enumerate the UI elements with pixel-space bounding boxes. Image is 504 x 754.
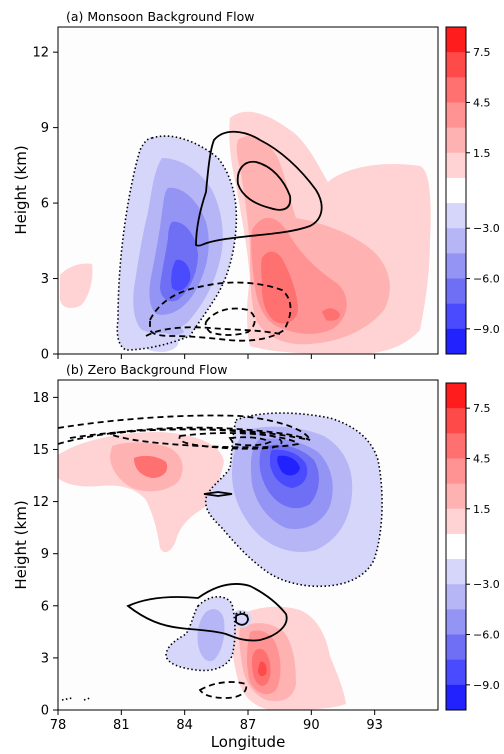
- panel-b-ylabel: Height (km): [12, 500, 30, 589]
- y-tick-label: 0: [41, 348, 49, 363]
- y-tick-label: 3: [41, 272, 49, 287]
- panel-a-positive-anomaly: [60, 111, 431, 354]
- x-tick-label: 87: [240, 718, 257, 733]
- colorbar-tick-label: 7.5: [473, 402, 491, 415]
- colorbar-band: [446, 584, 466, 610]
- y-tick-label: 9: [41, 547, 49, 562]
- panel-b: (b) Zero Background Flow: [12, 362, 500, 751]
- y-tick-label: 0: [41, 704, 49, 719]
- panel-a: (a) Monsoon Background Flow: [12, 9, 500, 363]
- y-tick-label: 12: [32, 46, 49, 61]
- colorbar-band: [446, 659, 466, 686]
- colorbar-band: [446, 278, 466, 305]
- panel-b-dashed-contours: [58, 414, 311, 699]
- colorbar-band: [446, 508, 466, 535]
- panel-b-ticks: 78 81 84 87 90 93 0 3 6 9 12 15 18: [32, 391, 382, 733]
- panel-b-negative-anomaly-lower: [166, 596, 252, 671]
- colorbar-tick-label: 4.5: [473, 452, 491, 465]
- x-tick-label: 84: [176, 718, 193, 733]
- colorbar-band: [446, 328, 466, 355]
- panel-a-ylabel: Height (km): [12, 145, 30, 234]
- colorbar-frame: [445, 26, 467, 355]
- colorbar-band: [446, 533, 466, 560]
- colorbar-band: [446, 483, 466, 510]
- panel-b-positive-anomaly-lower: [231, 606, 346, 710]
- panel-a-plot-area: [58, 27, 438, 354]
- colorbar-tick-label: −3.0: [473, 222, 500, 235]
- colorbar-tick-label: −3.0: [473, 578, 500, 591]
- colorbar-band: [446, 408, 466, 434]
- y-tick-label: 15: [32, 443, 49, 458]
- colorbar-tick-label: −9.0: [473, 679, 500, 692]
- colorbar-band: [446, 433, 466, 459]
- colorbar-band: [446, 77, 466, 103]
- colorbar-tick-label: 1.5: [473, 147, 491, 160]
- x-tick-label: 93: [366, 718, 383, 733]
- panel-b-positive-anomaly-upper: [58, 432, 224, 553]
- colorbar-band: [446, 253, 466, 280]
- panel-b-xlabel: Longitude: [211, 733, 286, 751]
- colorbar-band: [446, 609, 466, 636]
- colorbar-band: [446, 52, 466, 78]
- panel-a-solid-contours: [195, 130, 323, 247]
- panel-a-colorbar: 7.5 4.5 1.5 −3.0 −6.0 −9.0: [445, 26, 500, 355]
- colorbar-band: [446, 458, 466, 485]
- colorbar-tick-label: 7.5: [473, 46, 491, 59]
- x-tick-label: 90: [303, 718, 320, 733]
- panel-a-title: (a) Monsoon Background Flow: [66, 9, 255, 24]
- colorbar-tick-label: −6.0: [473, 273, 500, 286]
- colorbar-frame: [445, 382, 467, 711]
- panel-a-dashed-contours: [145, 281, 292, 342]
- colorbar-tick-label: 4.5: [473, 96, 491, 109]
- x-tick-label: 78: [50, 718, 67, 733]
- y-tick-label: 18: [32, 391, 49, 406]
- panel-b-plot-area: [58, 380, 438, 710]
- x-tick-label: 81: [113, 718, 130, 733]
- y-tick-label: 6: [41, 197, 49, 212]
- panel-b-colorbar: 7.5 4.5 1.5 −3.0 −6.0 −9.0: [445, 382, 500, 711]
- panel-a-zero-contour: [116, 135, 238, 351]
- colorbar-tick-label: −9.0: [473, 323, 500, 336]
- panel-b-negative-anomaly-upper: [205, 413, 383, 587]
- panel-b-title: (b) Zero Background Flow: [66, 362, 227, 377]
- y-tick-label: 6: [41, 599, 49, 614]
- colorbar-band: [446, 152, 466, 179]
- colorbar-band: [446, 559, 466, 585]
- colorbar-band: [446, 634, 466, 661]
- y-tick-label: 3: [41, 651, 49, 666]
- y-tick-label: 9: [41, 121, 49, 136]
- colorbar-band: [446, 127, 466, 154]
- colorbar-band: [446, 383, 466, 409]
- y-tick-label: 12: [32, 495, 49, 510]
- colorbar-band: [446, 177, 466, 204]
- colorbar-band: [446, 228, 466, 254]
- panel-b-solid-contours: [126, 491, 288, 642]
- colorbar-tick-label: −6.0: [473, 629, 500, 642]
- colorbar-band: [446, 303, 466, 330]
- panel-a-ticks: 0 3 6 9 12: [32, 46, 376, 363]
- colorbar-band: [446, 684, 466, 711]
- colorbar-band: [446, 27, 466, 53]
- colorbar-tick-label: 1.5: [473, 503, 491, 516]
- colorbar-band: [446, 102, 466, 129]
- colorbar-band: [446, 203, 466, 229]
